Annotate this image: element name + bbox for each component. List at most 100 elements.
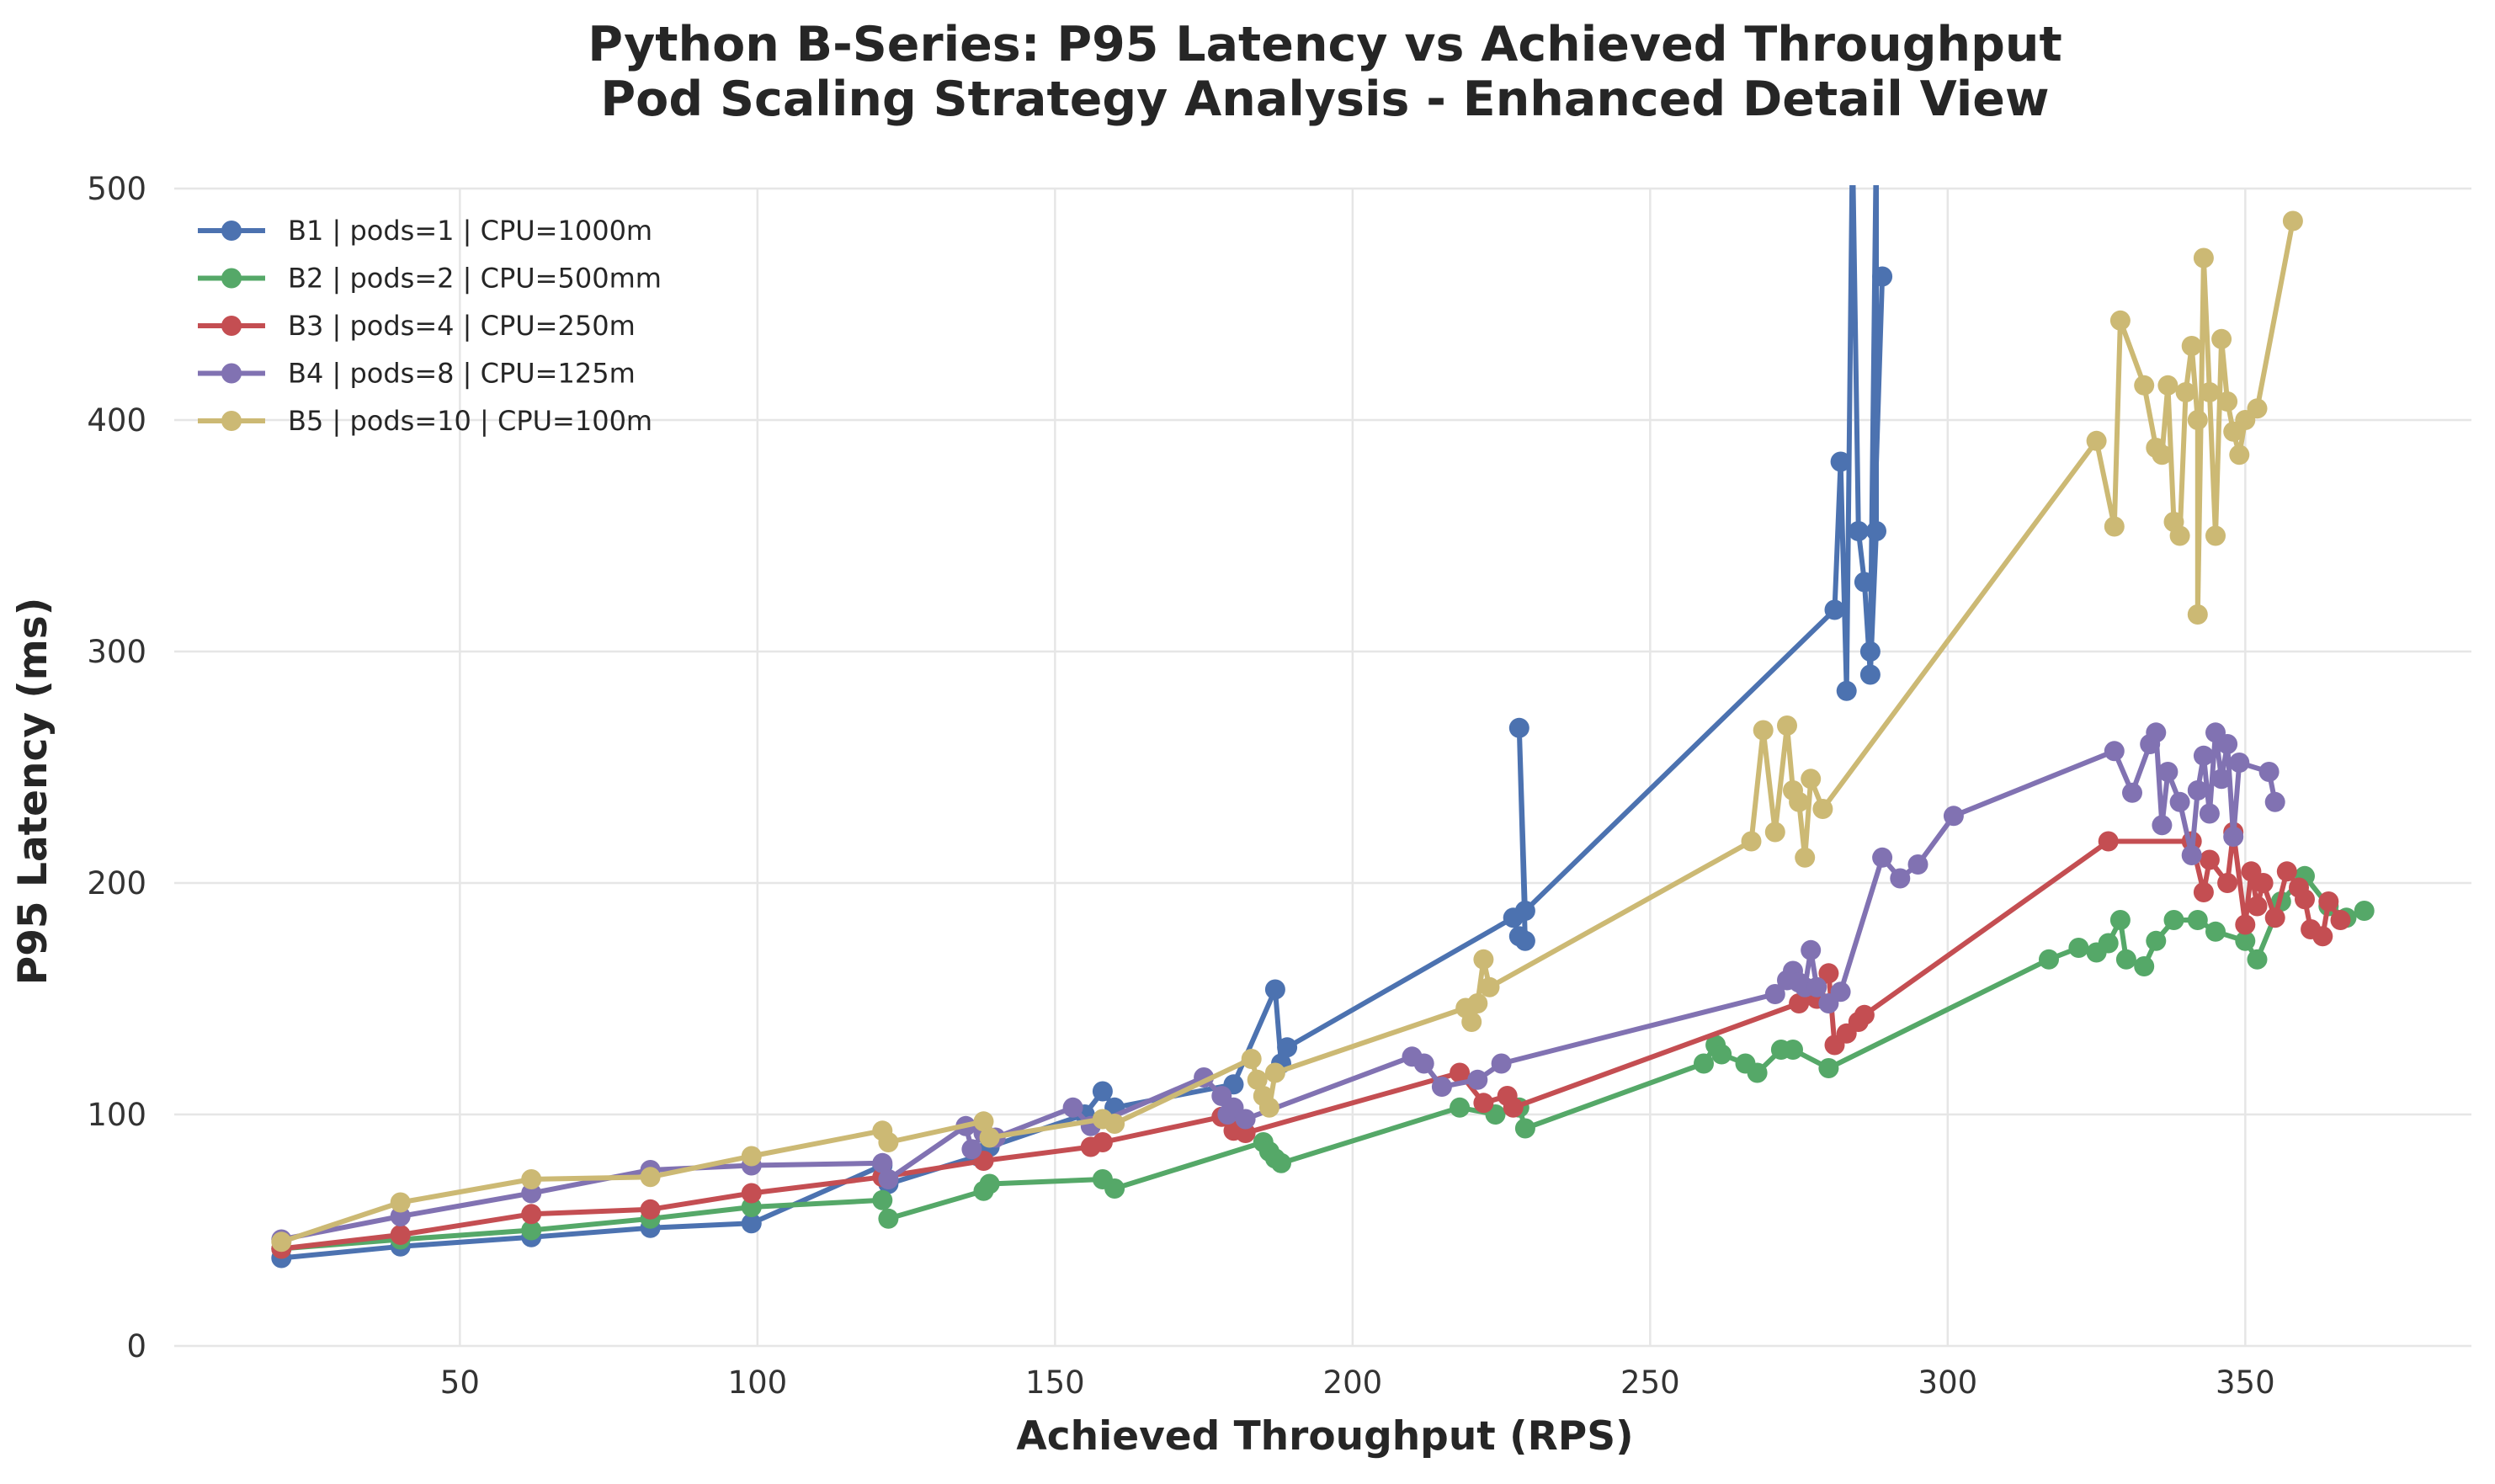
data-point [1783,1040,1803,1060]
data-point [2115,949,2136,970]
data-point [1764,984,1785,1004]
data-point [2163,910,2184,930]
data-point [2223,827,2244,847]
data-point [878,1132,899,1152]
data-point [2109,310,2131,331]
y-tick-label: 500 [87,171,146,207]
data-point [2312,926,2333,947]
data-point [1241,1049,1262,1069]
data-point [1467,1069,1488,1090]
data-point [2146,722,2167,743]
legend-item: B3 | pods=4 | CPU=250m [198,310,636,342]
data-point [2157,762,2178,782]
data-point [973,1111,994,1132]
x-tick-label: 250 [1620,1364,1680,1401]
data-point [1092,1081,1113,1102]
data-point [2282,210,2303,231]
data-point [1235,1123,1256,1143]
data-point [741,1183,762,1204]
x-tick-label: 100 [728,1364,788,1401]
y-axis-ticks: 0 100 200 300 400 500 [87,171,146,1364]
data-point [2152,815,2173,836]
data-point [521,1169,542,1189]
x-tick-label: 200 [1323,1364,1383,1401]
data-point [2193,745,2214,766]
data-point [640,1167,661,1188]
data-point [1753,720,1774,741]
data-point [2264,907,2285,928]
data-point [1514,1118,1535,1139]
data-point [1235,1109,1256,1130]
data-point [741,1197,762,1217]
x-tick-label: 150 [1025,1364,1085,1401]
data-point [1514,930,1535,951]
data-point [2229,753,2250,773]
data-point [1062,1097,1083,1118]
data-point [2330,910,2351,930]
data-point [979,1173,1000,1194]
data-point [2205,525,2226,546]
data-point [1789,993,1810,1013]
data-point [2169,791,2190,812]
data-point [2181,336,2202,356]
data-point [1789,791,1810,812]
data-point [1824,599,1845,620]
data-point [2235,930,2256,951]
data-point [2199,382,2220,402]
data-point [2039,949,2059,970]
data-point [1801,769,1822,790]
x-axis-label: Achieved Throughput (RPS) [1016,1413,1633,1460]
data-point [1264,1062,1285,1083]
data-point [390,1192,411,1213]
data-point [1514,901,1535,921]
legend-item: B5 | pods=10 | CPU=100m [198,405,652,437]
data-point [2146,930,2167,951]
data-point [1741,831,1762,852]
series-5 [271,210,2303,1253]
legend-label: B2 | pods=2 | CPU=500mm [288,263,662,295]
y-axis-label: P95 Latency (ms) [10,598,56,985]
data-point [2229,444,2250,465]
y-tick-label: 100 [87,1097,146,1133]
data-point [1854,572,1875,593]
data-point [2247,398,2268,419]
legend-marker [221,268,242,289]
x-tick-label: 50 [440,1364,480,1401]
data-point [271,1231,292,1253]
data-point [1818,963,1839,984]
legend-marker [221,316,242,336]
data-point [521,1204,542,1225]
data-point [1413,1053,1434,1074]
legend-marker [221,221,242,241]
x-tick-label: 300 [1918,1364,1978,1401]
data-point [1859,664,1881,685]
data-point [2253,873,2274,893]
data-point [1277,1037,1298,1058]
data-point [1943,806,1964,827]
data-point [2264,791,2285,812]
x-tick-label: 350 [2216,1364,2275,1401]
data-point [1473,949,1494,970]
data-point [2217,391,2238,412]
y-tick-label: 400 [87,402,146,439]
data-point [2122,782,2142,803]
data-point [1848,521,1869,541]
data-point [2211,769,2232,790]
data-point [1450,1062,1471,1083]
data-point [1907,854,1928,875]
data-point [2104,516,2125,537]
data-point [2098,831,2119,852]
data-point [390,1206,411,1226]
plot-area [271,185,2375,1269]
legend-label: B5 | pods=10 | CPU=100m [288,405,652,437]
data-point [1818,1058,1839,1078]
data-point [2235,914,2256,935]
x-axis-ticks: 50 100 150 200 250 300 350 [440,1364,2275,1401]
data-point [2175,382,2196,402]
data-point [1258,1097,1279,1118]
data-point [1461,1012,1482,1032]
data-point [2199,849,2220,870]
y-tick-label: 200 [87,865,146,902]
data-point [872,1189,893,1210]
data-point [1271,1152,1291,1173]
